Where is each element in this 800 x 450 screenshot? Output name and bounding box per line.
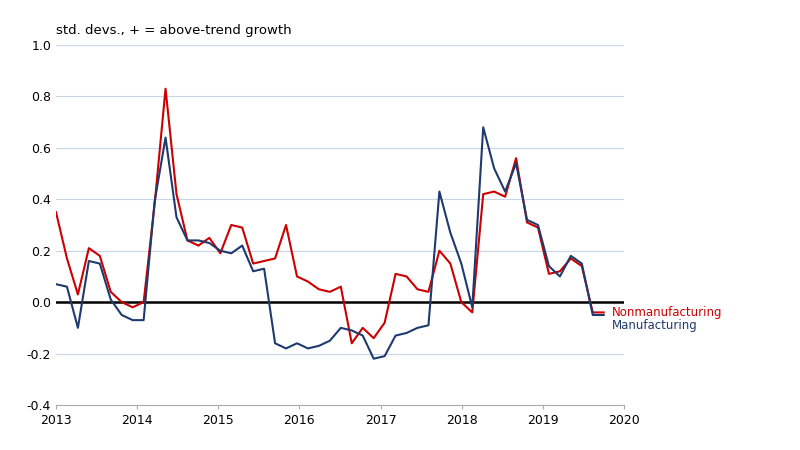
Text: Manufacturing: Manufacturing (612, 319, 698, 332)
Text: Nonmanufacturing: Nonmanufacturing (612, 306, 722, 319)
Text: std. devs., + = above-trend growth: std. devs., + = above-trend growth (56, 24, 292, 37)
